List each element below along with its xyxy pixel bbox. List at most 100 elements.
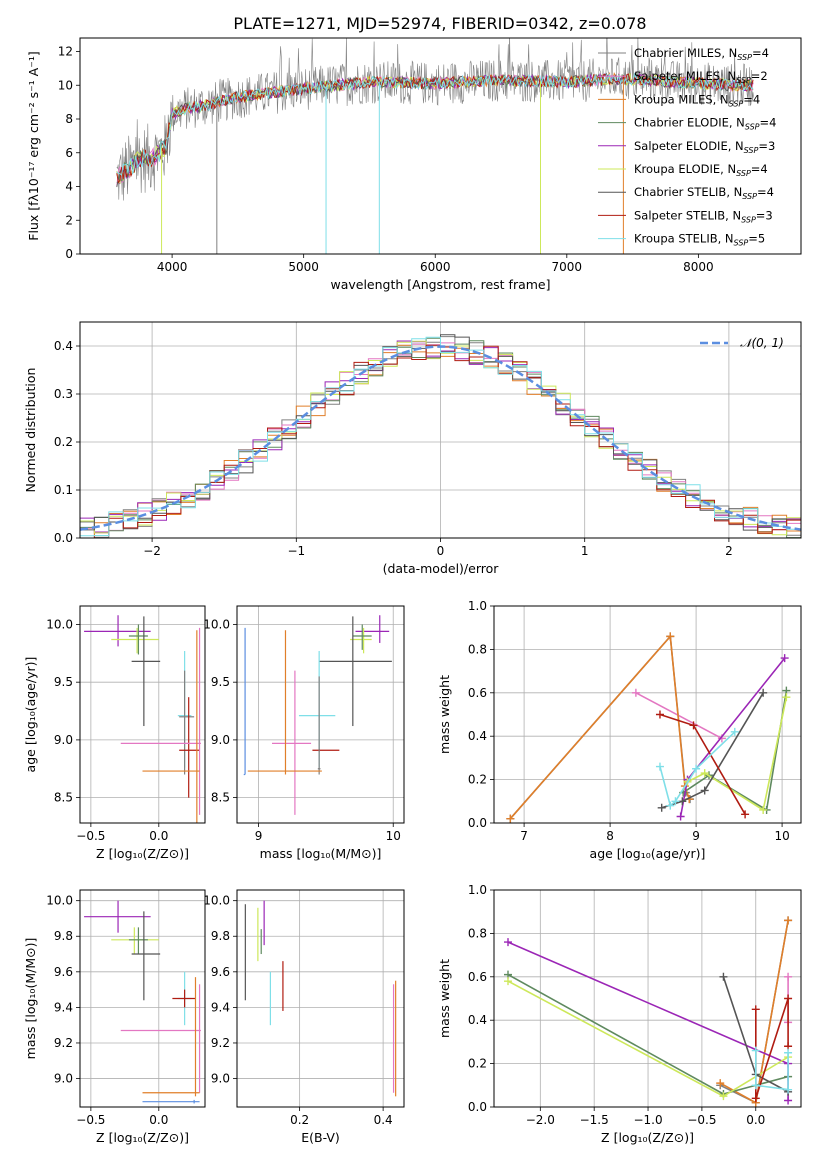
x-tick-label: 9 [255, 829, 263, 843]
x-axis-label: Z [log₁₀(Z/Z⊙)] [96, 1130, 189, 1145]
axes-frame [493, 605, 802, 824]
x-tick-label: 7 [520, 829, 528, 843]
x-axis-label: E(B-V) [301, 1130, 340, 1145]
y-tick-label: 9.2 [211, 1036, 230, 1050]
errorbar-point [352, 624, 372, 650]
y-tick-label: 2 [65, 213, 73, 227]
x-tick-label: 9 [692, 829, 700, 843]
y-tick-label: 8.5 [211, 791, 230, 805]
weight-marker [751, 1005, 760, 1014]
errorbar-point [243, 627, 246, 776]
x-tick-label: 10 [774, 829, 789, 843]
weight-marker [784, 916, 793, 925]
plot-area [243, 615, 392, 815]
x-tick-label: −0.5 [76, 1113, 105, 1127]
y-axis-label: age [log₁₀(age/yr)] [23, 657, 38, 773]
y-tick-label: 0.1 [54, 483, 73, 497]
x-tick-label: 5000 [288, 260, 319, 274]
x-tick-label: 2 [725, 544, 733, 558]
weight-marker [671, 797, 680, 806]
weight-marker [655, 762, 664, 771]
weight-marker [504, 938, 513, 947]
x-tick-label: 7000 [552, 260, 583, 274]
errorbar-point [120, 984, 201, 1093]
weight-marker [759, 805, 768, 814]
weight-marker [692, 764, 701, 773]
plot-area [84, 900, 201, 1104]
legend: Chabrier MILES, NSSP=4 Salpeter MILES, NS… [598, 46, 776, 248]
weight-series-line [719, 920, 789, 1104]
y-tick-label: 10 [58, 78, 73, 92]
errorbar-point [84, 615, 151, 647]
x-tick-label: 0.0 [149, 829, 168, 843]
plot-area [116, 38, 754, 254]
x-tick-label: 1 [581, 544, 589, 558]
y-tick-label: 10.0 [203, 617, 230, 631]
errorbar-point [272, 670, 312, 815]
gaussian-curve [80, 345, 801, 531]
errorbar-point [128, 624, 148, 655]
chart-weight_vs_Z: −2.0 −1.5 −1.0 −0.5 0.0 0.0 0.2 0.4 0.6 0.8 1.0 Z [… [437, 883, 802, 1145]
y-tick-label: 8 [65, 112, 73, 126]
x-axis-label: (data-model)/error [383, 561, 500, 576]
x-tick-label: −2 [143, 544, 161, 558]
axes: −2 −1 0 1 2 0.0 0.1 0.2 0.3 0.4 (data-model)/error… [23, 321, 802, 576]
errorbar-point [355, 615, 390, 643]
weight-marker [782, 693, 791, 702]
errorbar-point [179, 670, 195, 775]
y-axis-label: Normed distribution [23, 368, 38, 493]
y-tick-label: 9.6 [211, 965, 230, 979]
y-tick-label: 9.5 [211, 675, 230, 689]
y-tick-label: 9.0 [54, 733, 73, 747]
x-tick-label: −1 [287, 544, 305, 558]
y-tick-label: 0.8 [468, 926, 487, 940]
weight-marker [631, 688, 640, 697]
y-tick-label: 0 [65, 247, 73, 261]
grid [237, 606, 404, 823]
plot-area [506, 632, 791, 823]
weight-marker [784, 972, 793, 981]
axes-frame [79, 605, 206, 824]
axes: 0.2 0.4 9.0 9.2 9.4 9.6 9.8 10.0 E(B-V) [203, 889, 405, 1145]
x-axis-label: Z [log₁₀(Z/Z⊙)] [601, 1130, 694, 1145]
y-tick-label: 0.0 [468, 816, 487, 830]
weight-marker [716, 1079, 725, 1088]
chart-mass_vs_Z: −0.5 0.0 9.0 9.2 9.4 9.6 9.8 10.0 Z [log₁₀(Z/Z⊙)… [23, 889, 206, 1145]
legend-entry: Kroupa ELODIE, NSSP=4 [634, 162, 768, 178]
plot-area [244, 900, 397, 1097]
axes: −0.5 0.0 8.5 9.0 9.5 10.0 Z [log₁₀(Z/Z⊙)] age [… [23, 605, 206, 861]
x-tick-label: 0.2 [290, 1113, 309, 1127]
legend-entry: 𝒩(0, 1) [740, 336, 784, 350]
x-axis-label: Z [log₁₀(Z/Z⊙)] [96, 846, 189, 861]
legend-entry: Chabrier MILES, NSSP=4 [634, 46, 769, 62]
y-tick-label: 10.0 [46, 894, 73, 908]
y-tick-label: 0.0 [54, 531, 73, 545]
y-tick-label: 0.2 [468, 773, 487, 787]
errorbar-point [317, 676, 321, 775]
y-tick-label: 10.0 [46, 617, 73, 631]
y-tick-label: 0.0 [468, 1100, 487, 1114]
y-tick-label: 0.6 [468, 686, 487, 700]
grid [80, 606, 205, 823]
weight-marker [730, 727, 739, 736]
weight-marker [751, 1046, 760, 1055]
weight-marker [780, 654, 789, 663]
x-tick-label: −1.5 [580, 1113, 609, 1127]
weight-marker [741, 810, 750, 819]
errorbar-point [179, 697, 200, 798]
weight-marker [759, 688, 768, 697]
axes: −0.5 0.0 9.0 9.2 9.4 9.6 9.8 10.0 Z [log₁₀(Z/Z⊙)… [23, 889, 206, 1145]
weight-series-line [659, 713, 746, 815]
errorbar-point [172, 989, 196, 1008]
y-axis-label: mass weight [437, 959, 452, 1038]
y-tick-label: 9.4 [211, 1000, 230, 1014]
errorbar-point [350, 627, 372, 654]
legend-entry: Salpeter STELIB, NSSP=3 [634, 208, 773, 224]
x-tick-label: −0.5 [687, 1113, 716, 1127]
figure-title: PLATE=1271, MJD=52974, FIBERID=0342, z=0… [233, 14, 646, 33]
weight-series-line [509, 634, 691, 820]
weight-marker [700, 769, 709, 778]
y-tick-label: 4 [65, 180, 73, 194]
legend-entry: Chabrier ELODIE, NSSP=4 [634, 116, 776, 132]
